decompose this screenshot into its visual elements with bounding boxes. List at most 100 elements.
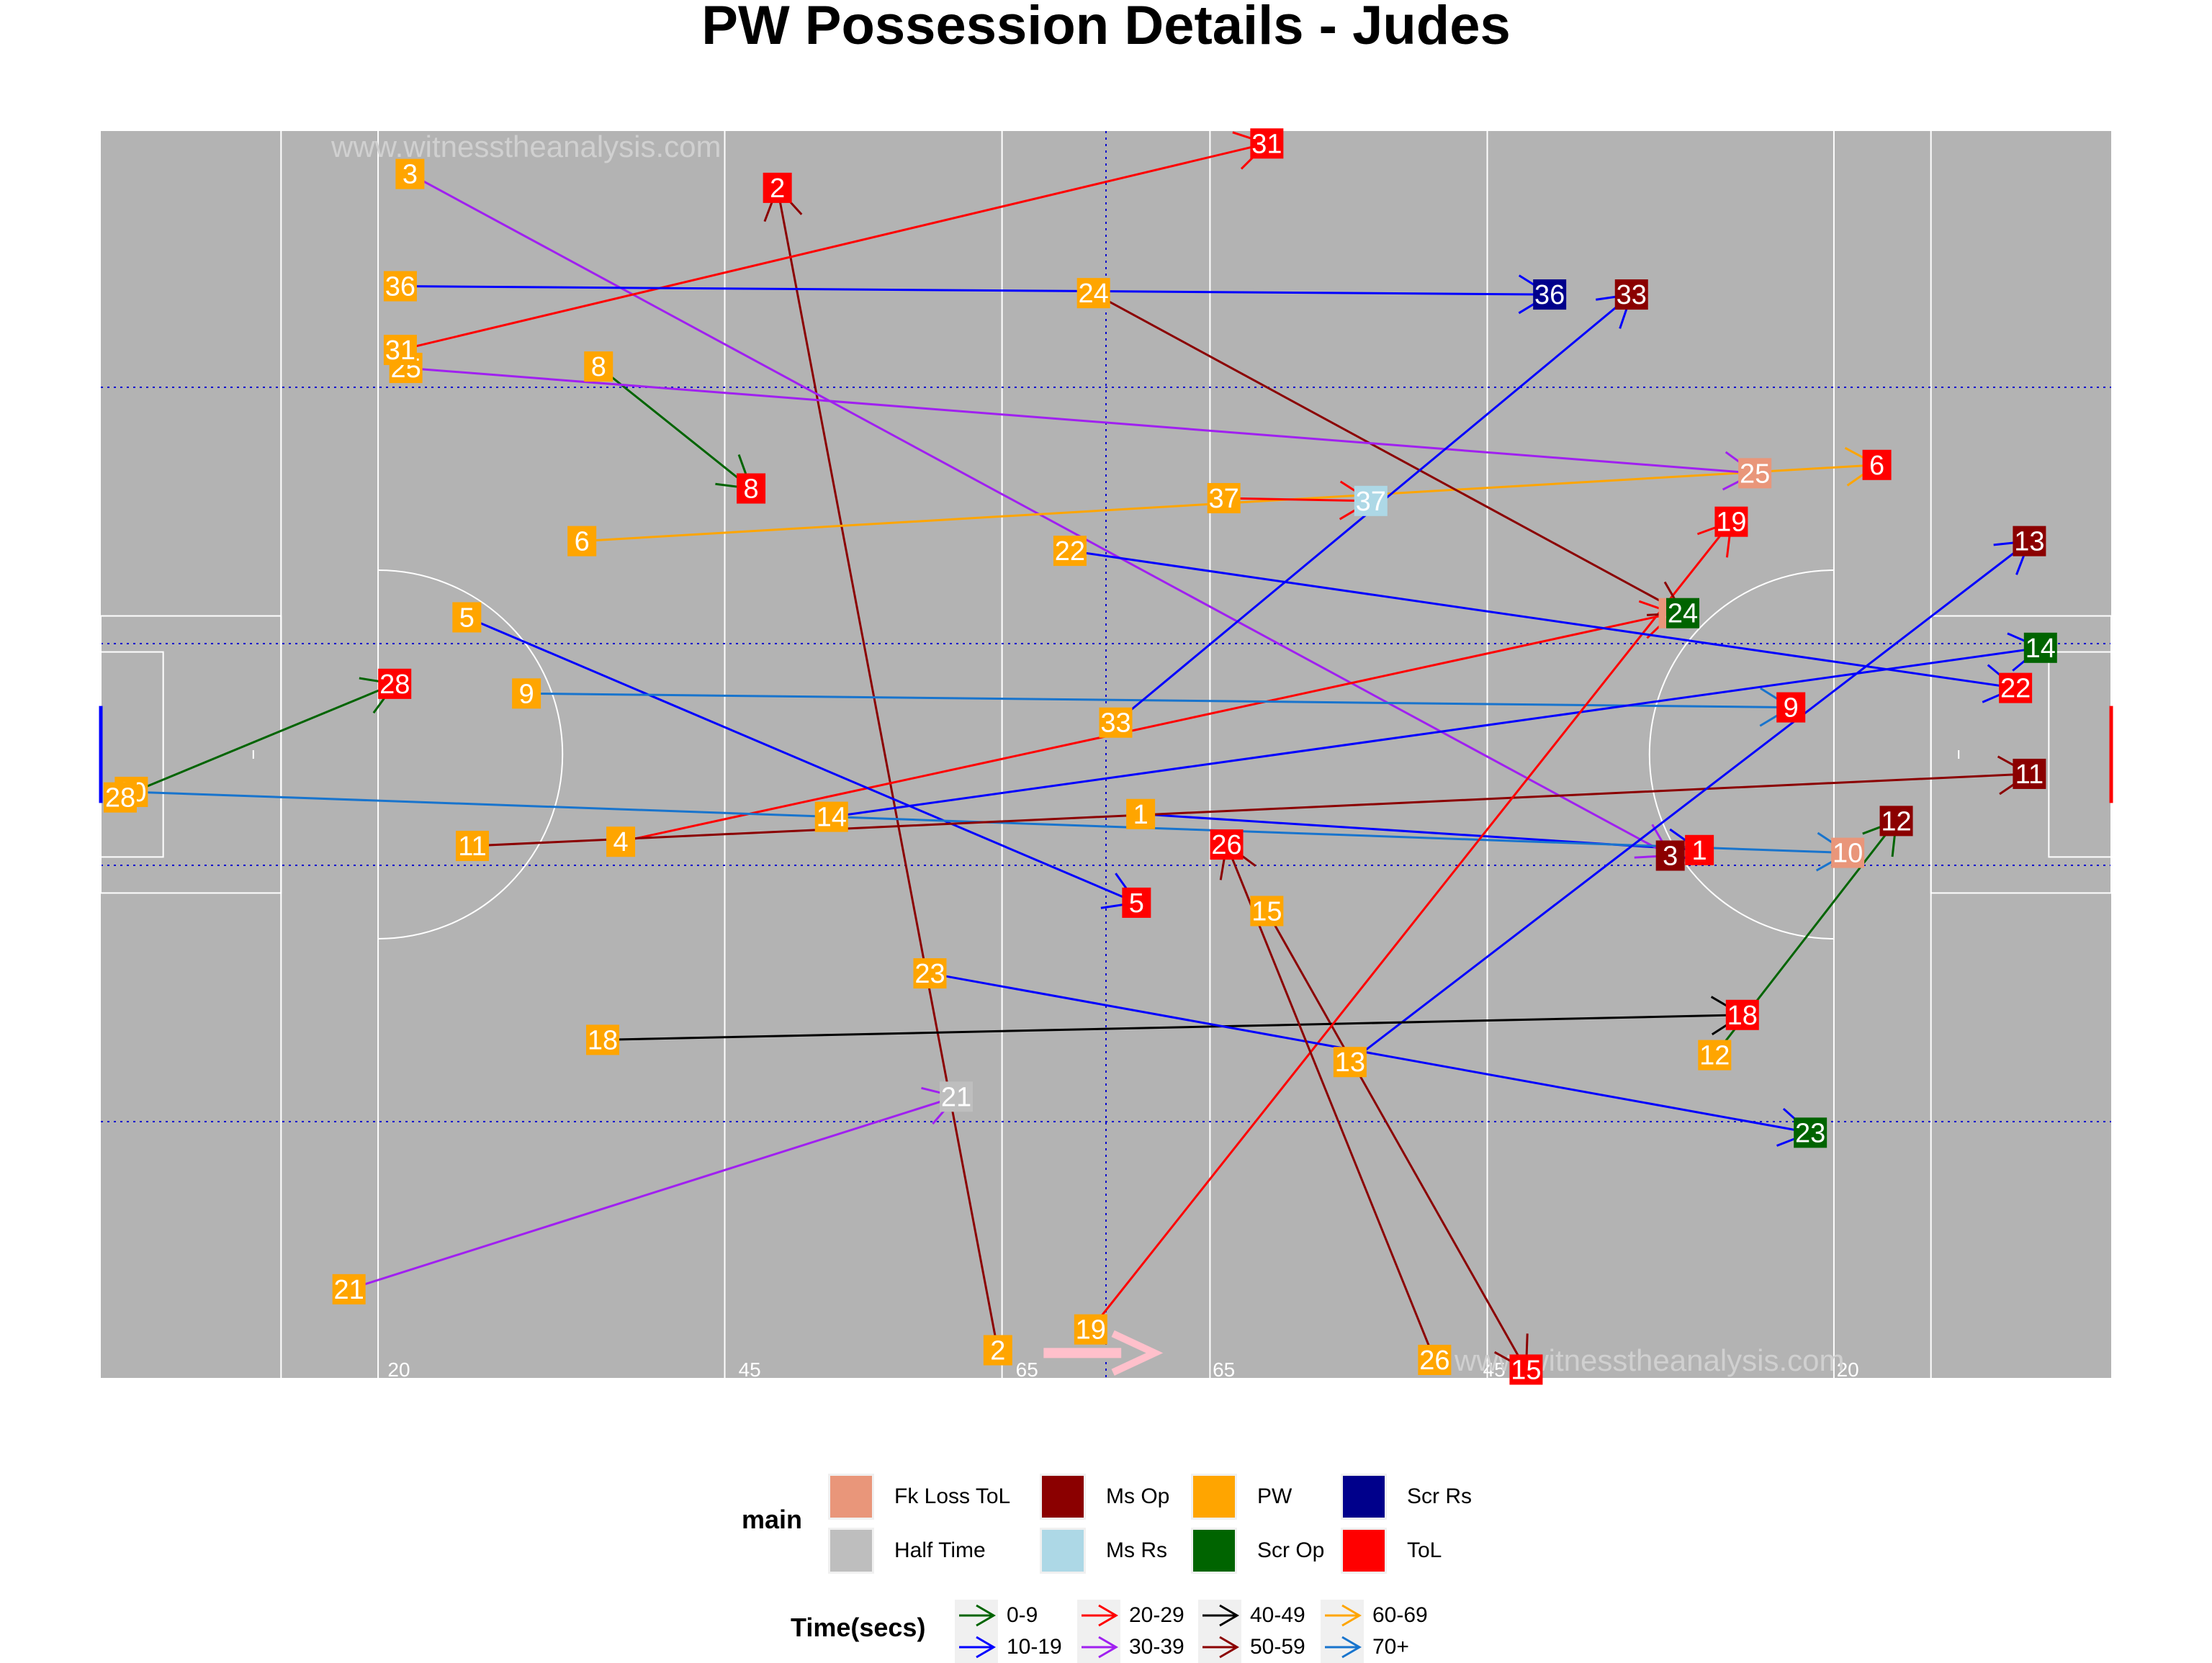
start-label-8-text: 8 [591,352,606,382]
end-label-2: 2 [763,172,792,204]
legend-key [1341,1528,1387,1574]
start-label-23-box [913,958,947,989]
legend-label: Fk Loss ToL [894,1484,1011,1508]
start-label-15-text: 15 [1251,896,1282,927]
arrow-shaft [598,365,752,490]
start-label-26-box [1418,1344,1452,1375]
start-label-3-text: 3 [403,160,418,190]
end-label-28-text: 28 [379,670,410,700]
start-label-3: 3 [395,158,425,190]
start-label-9: 9 [512,678,541,709]
end-label-31: 31 [1250,128,1284,159]
possession-arrows [120,131,2043,1371]
end-label-24-box [1666,598,1700,628]
end-label-9: 9 [1776,692,1806,724]
start-label-18: 18 [586,1024,620,1055]
legend-swatch [830,1530,872,1572]
legend-time-title: Time(secs) [791,1613,926,1642]
start-label-11: 11 [456,831,490,862]
end-label-6-box [1862,449,1892,480]
arrow-shaft [349,1095,957,1291]
end-label-26-box [1210,829,1244,860]
pitch-markings [99,131,2113,1378]
start-label-24: 24 [1076,278,1110,309]
end-label-33-text: 33 [1617,280,1647,310]
time-legend-arrow-icon [1198,1631,1241,1663]
start-label-31-box [383,335,417,366]
start-label-9-text: 9 [519,679,534,709]
end-label-12-text: 12 [1881,806,1911,837]
legend-item: Scr Rs [1341,1474,1472,1520]
end-label-22-box [1999,672,2033,703]
time-legend-arrow-icon [955,1600,998,1631]
end-label-36-box [1533,279,1567,310]
end-label-26-text: 26 [1211,830,1241,860]
end-label-5-box [1122,887,1151,918]
start-label-28: 28 [103,782,137,814]
start-label-19-box [1074,1314,1107,1345]
legend-item: Ms Op [1040,1474,1169,1520]
end-label-1: 1 [1685,834,1714,866]
legend-label: Scr Rs [1407,1484,1472,1508]
legend-arrow-head [1098,1604,1118,1627]
legend-key [1040,1528,1086,1574]
start-label-33-box [1099,707,1133,738]
time-legend-arrow-icon [1321,1600,1364,1631]
end-label-8: 8 [737,473,766,505]
start-label-37: 37 [1207,482,1241,514]
end-label-3-text: 3 [1663,841,1678,871]
end-label-9-text: 9 [1784,693,1799,724]
start-label-12: 12 [1698,1040,1732,1071]
end-label-12-box [1879,806,1913,837]
legend-arrow-head [1098,1636,1118,1659]
end-label-28: 28 [378,668,412,700]
end-label-22-text: 22 [2000,674,2031,704]
end-label-5: 5 [1122,887,1151,919]
start-label-33: 33 [1099,707,1133,739]
start-label-8-box [584,351,613,382]
end-label-15-box [1509,1354,1543,1385]
distance-label: 65 [1213,1358,1235,1381]
end-label-33: 33 [1614,279,1648,310]
start-label-33-text: 33 [1100,708,1130,739]
end-label-6-text: 6 [1869,451,1884,481]
start-label-21-box [332,1274,366,1304]
start-label-26: 26 [1418,1344,1452,1376]
time-legend-arrow-icon [1198,1600,1241,1631]
start-label-11-text: 11 [458,832,486,862]
start-label-37-box [1207,482,1241,513]
start-label-1-text: 1 [1133,800,1148,830]
time-legend-item: 30-39 [1077,1631,1184,1663]
start-label-18-box [586,1024,620,1055]
start-label-22: 22 [1053,536,1087,567]
start-label-15: 15 [1250,896,1284,927]
end-label-24: 24 [1666,598,1700,629]
end-labels: 1234568910111213141518192122232425262831… [378,128,2057,1385]
end-label-15: 15 [1509,1354,1543,1385]
legend-item: ToL [1341,1528,1442,1574]
arrow-shaft [526,692,1791,709]
arrow-shaft [1349,540,2031,1063]
legend-item: Fk Loss ToL [828,1474,1010,1520]
time-legend-arrow-icon [1321,1631,1364,1663]
end-label-23-text: 23 [1795,1118,1825,1148]
arrow-shaft [603,1014,1743,1041]
end-label-2-box [763,172,792,203]
start-label-2-text: 2 [990,1336,1005,1366]
start-label-28-text: 28 [105,783,135,814]
start-label-21-text: 21 [334,1275,364,1305]
end-label-9-box [1776,692,1806,723]
legend-arrow-head [1219,1604,1239,1627]
arrow-shaft [472,772,2030,847]
start-label-1-box [1126,798,1156,829]
legend-key [1191,1528,1237,1574]
end-label-3: 3 [1655,840,1685,871]
end-label-11-text: 11 [2015,760,2044,790]
start-label-19: 19 [1074,1314,1107,1346]
end-label-28-box [378,668,412,699]
arrow-shaft [831,646,2041,819]
start-label-26-text: 26 [1419,1346,1449,1376]
start-label-12-text: 12 [1699,1041,1730,1071]
end-label-31-box [1250,128,1284,159]
